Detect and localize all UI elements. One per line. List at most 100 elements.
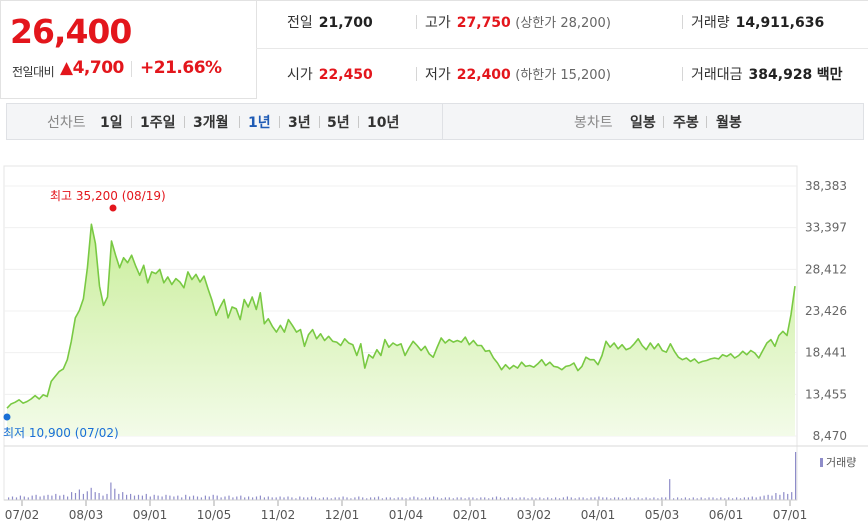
change-absolute: ▲4,700 [60, 58, 124, 78]
period-1y-tab[interactable]: 1년 [248, 115, 271, 131]
volume-bar [31, 495, 33, 500]
volume-bar [244, 497, 246, 500]
volume-bar [747, 497, 749, 500]
volume-bar [43, 495, 45, 500]
stat-low: 저가 22,400 (하한가 15,200) [425, 64, 611, 84]
volume-bar [488, 498, 490, 500]
volume-bar [743, 497, 745, 500]
stat-open: 시가 22,450 [287, 64, 373, 84]
low-marker [3, 413, 11, 421]
volume-bar [322, 497, 324, 500]
candle-monthly-tab[interactable]: 월봉 [716, 115, 742, 131]
volume-bars: 거래량 [8, 452, 856, 500]
volume-bar [590, 497, 592, 500]
volume-bar [39, 496, 41, 500]
volume-bar [555, 497, 557, 500]
volume-bar [468, 497, 470, 500]
volume-bar [252, 497, 254, 500]
x-tick-label: 01/04 [389, 508, 424, 522]
volume-bar [267, 496, 269, 500]
volume-bar [692, 497, 694, 500]
volume-bar [495, 496, 498, 500]
volume-bar [295, 498, 297, 500]
volume-bar [224, 496, 226, 500]
period-3y-tab[interactable]: 3년 [288, 115, 311, 131]
period-3m-tab[interactable]: 3개월 [193, 115, 229, 131]
volume-bar [700, 497, 702, 500]
volume-bar [279, 496, 281, 500]
volume-bar [248, 496, 250, 500]
volume-bar [381, 498, 383, 500]
volume-bar [464, 498, 466, 500]
volume-bar [307, 497, 309, 500]
volume-bar [358, 496, 360, 500]
volume-bar [751, 496, 753, 500]
volume-bar [527, 498, 529, 500]
x-tick-label: 05/03 [645, 508, 680, 522]
low-annotation: 최저 10,900 (07/02) [3, 426, 119, 440]
volume-bar [259, 495, 261, 500]
stat-label: 고가 [425, 15, 451, 31]
volume-bar [177, 495, 179, 500]
volume-bar [566, 496, 568, 500]
volume-bar [71, 492, 73, 500]
volume-bar [346, 497, 348, 500]
volume-legend-swatch [820, 458, 823, 467]
volume-bar [192, 495, 195, 500]
volume-bar [334, 497, 336, 500]
candle-weekly-tab[interactable]: 주봉 [673, 115, 699, 131]
x-tick-label: 02/01 [453, 508, 488, 522]
volume-bar [621, 498, 624, 500]
change-divider [131, 61, 132, 77]
volume-bar [633, 498, 635, 500]
volume-bar [767, 494, 769, 500]
stat-value: 384,928 [748, 67, 813, 83]
volume-bar [338, 497, 340, 500]
volume-bar [673, 498, 675, 500]
volume-legend: 거래량 [826, 456, 856, 469]
price-line [6, 223, 796, 409]
volume-bar [551, 498, 553, 500]
period-1w-tab[interactable]: 1주일 [140, 115, 176, 131]
volume-bar [515, 498, 517, 500]
volume-bar [145, 493, 147, 500]
volume-bar [35, 494, 37, 500]
high-marker [109, 204, 117, 212]
volume-bar [185, 494, 187, 500]
volume-bar [511, 497, 513, 500]
volume-bar [15, 497, 18, 500]
volume-bar [106, 493, 108, 500]
stat-upper-limit: (상한가 28,200) [515, 16, 611, 31]
volume-bar [606, 497, 608, 500]
volume-bar [669, 479, 671, 500]
volume-bar [684, 497, 686, 500]
volume-bar [137, 494, 140, 500]
volume-bar [11, 496, 14, 500]
volume-bar [759, 496, 761, 500]
volume-bar [570, 497, 572, 500]
period-1d-tab[interactable]: 1일 [100, 115, 123, 131]
volume-bar [8, 497, 10, 500]
volume-bar [503, 498, 505, 500]
current-price: 26,400 [10, 12, 132, 51]
volume-bar [629, 497, 631, 500]
period-10y-tab[interactable]: 10년 [367, 115, 400, 131]
stat-amount-unit: 백만 [816, 67, 843, 83]
stat-label: 전일 [287, 15, 313, 31]
volume-bar [771, 495, 773, 500]
period-5y-tab[interactable]: 5년 [327, 115, 350, 131]
volume-bar [110, 482, 112, 500]
volume-bar [311, 496, 313, 500]
volume-bar [291, 497, 293, 500]
volume-bar [728, 497, 730, 500]
candle-daily-tab[interactable]: 일봉 [630, 115, 656, 131]
stat-label: 거래대금 [691, 67, 743, 83]
volume-bar [499, 497, 502, 500]
volume-bar [228, 495, 230, 500]
high-annotation: 최고 35,200 (08/19) [50, 189, 166, 203]
volume-bar [326, 497, 328, 500]
volume-bar [196, 496, 199, 500]
volume-bar [98, 493, 100, 500]
volume-bar [720, 497, 722, 500]
